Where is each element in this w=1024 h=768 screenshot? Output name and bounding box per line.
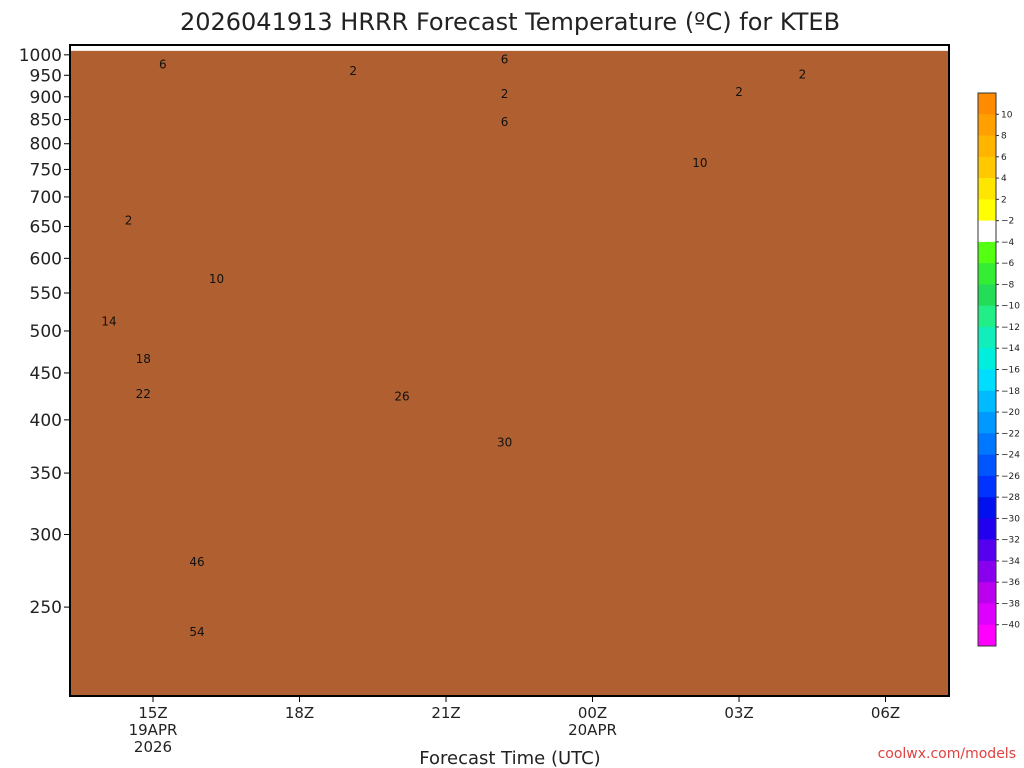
field-cell [460, 45, 472, 52]
field-cell [909, 45, 921, 52]
field-cell [587, 45, 598, 52]
field-cell [265, 45, 276, 52]
field-cell [870, 45, 882, 52]
field-cell [851, 45, 862, 52]
field-cell [929, 45, 940, 52]
field-cell [568, 45, 579, 52]
field-cell [841, 45, 852, 52]
chart-title: 2026041913 HRRR Forecast Temperature (ºC… [180, 8, 840, 36]
field-cell [343, 45, 354, 52]
field-cell [450, 45, 462, 52]
field-cell [353, 45, 364, 52]
field-cell [275, 45, 286, 52]
field-cell [128, 45, 139, 52]
field-cell [196, 45, 208, 52]
field-cell [79, 45, 91, 52]
field-cell [704, 45, 716, 52]
field-cell [529, 45, 540, 52]
field-cell [675, 45, 686, 52]
field-cell [206, 45, 218, 52]
field-cell [294, 45, 305, 52]
field-cell [509, 45, 520, 52]
field-cell [763, 45, 774, 52]
field-cell [792, 45, 804, 52]
field-cell [499, 45, 511, 52]
field-cell [822, 45, 833, 52]
field-cell [656, 45, 667, 52]
field-cell [519, 45, 530, 52]
field-cell [890, 45, 901, 52]
field-cell [831, 45, 843, 52]
field-cell [782, 45, 794, 52]
field-cell [372, 45, 384, 52]
field-cell [489, 45, 501, 52]
field-cell [323, 45, 335, 52]
field-cell [548, 45, 559, 52]
field-cell [753, 45, 765, 52]
field-cell [695, 45, 706, 52]
field-cell [333, 45, 345, 52]
field-cell [138, 45, 149, 52]
field-cell [665, 45, 677, 52]
field-cell [431, 45, 442, 52]
field-cell [470, 45, 481, 52]
field-cell [558, 45, 569, 52]
field-cell [284, 45, 296, 52]
field-cell [392, 45, 403, 52]
field-cell [773, 45, 784, 52]
field-cell [177, 45, 188, 52]
field-cell [245, 45, 257, 52]
field-cell [402, 45, 413, 52]
field-cell [802, 45, 813, 52]
field-cell [685, 45, 696, 52]
field-cell [724, 45, 735, 52]
field-cell [919, 45, 931, 52]
field-cell [421, 45, 432, 52]
field-cell [646, 45, 657, 52]
field-cell [118, 45, 130, 52]
field-cell [148, 45, 159, 52]
field-cell [236, 45, 247, 52]
field-cell [880, 45, 891, 52]
field-cell [900, 45, 911, 52]
field-cell [304, 45, 315, 52]
field-cell [314, 45, 325, 52]
field-cell [616, 45, 628, 52]
field-cell [226, 45, 237, 52]
field-cell [812, 45, 823, 52]
field-cell [157, 45, 169, 52]
field-cell [99, 45, 110, 52]
field-cell [538, 45, 550, 52]
field-cell [939, 45, 949, 52]
field-cell [89, 45, 100, 52]
field-cell [187, 45, 198, 52]
field-cell [597, 45, 608, 52]
field-cell [441, 45, 452, 52]
field-cell [861, 45, 872, 52]
field-cell [255, 45, 266, 52]
field-cell [411, 45, 423, 52]
field-cell [167, 45, 179, 52]
field-cell [577, 45, 589, 52]
field-cell [714, 45, 725, 52]
field-cell [607, 45, 618, 52]
field-cell [216, 45, 227, 52]
field-cell [70, 45, 81, 52]
field-cell [363, 45, 374, 52]
field-cell [734, 45, 745, 52]
field-cell [382, 45, 393, 52]
field-cell [109, 45, 120, 52]
field-cell [626, 45, 638, 52]
field-cell [636, 45, 647, 52]
field-cell [743, 45, 755, 52]
field-cell [480, 45, 491, 52]
